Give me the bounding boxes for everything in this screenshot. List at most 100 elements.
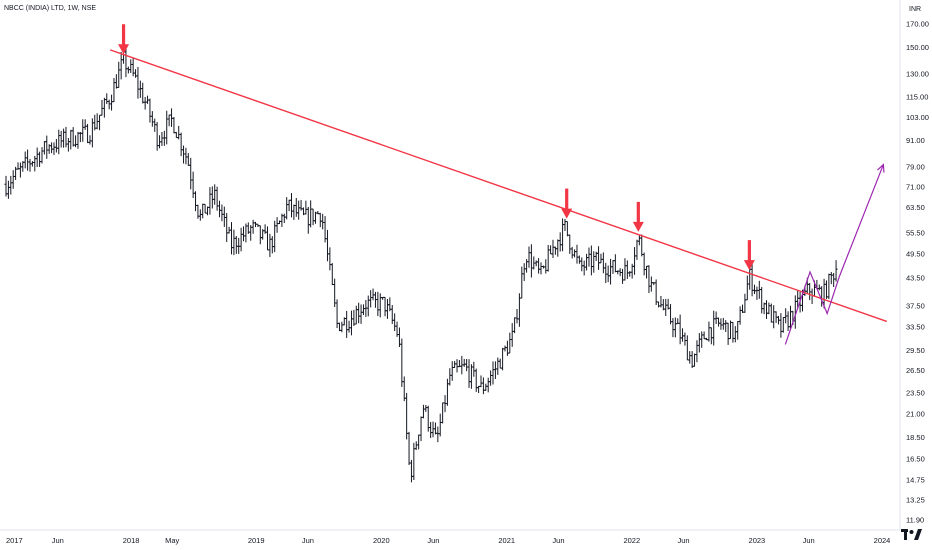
ohlc-bar	[546, 244, 550, 272]
ohlc-bar	[503, 345, 507, 352]
ohlc-bar	[357, 302, 361, 324]
ohlc-bar	[587, 247, 591, 267]
ohlc-bar	[568, 234, 572, 254]
ohlc-bar	[133, 69, 138, 78]
ohlc-bar	[513, 317, 517, 334]
ohlc-bar	[222, 206, 226, 227]
price-tick-label: 150.00	[906, 43, 929, 52]
ohlc-bar	[697, 333, 701, 353]
time-tick-label: Jun	[52, 536, 64, 545]
ohlc-bar	[37, 151, 42, 167]
price-tick-label: 13.25	[906, 495, 925, 504]
ohlc-bar	[328, 247, 332, 271]
time-tick-label: 2017	[6, 536, 23, 545]
ohlc-bar	[688, 351, 692, 364]
price-tick-label: 16.50	[906, 455, 925, 464]
ohlc-bar	[289, 193, 294, 218]
ohlc-bar	[81, 119, 85, 142]
price-tick-label: 91.00	[906, 136, 925, 145]
price-tick-label: 63.50	[906, 203, 925, 212]
ohlc-bar	[623, 258, 627, 281]
ohlc-bar	[637, 235, 641, 246]
ohlc-bar	[685, 335, 689, 361]
ohlc-bar	[493, 361, 498, 379]
ohlc-bar	[376, 291, 380, 317]
ohlc-bar	[30, 161, 34, 167]
ohlc-bar	[309, 200, 313, 228]
time-tick-label: May	[165, 536, 179, 545]
ohlc-bar	[42, 141, 46, 155]
ohlc-bar	[366, 295, 370, 317]
ohlc-bar	[429, 421, 433, 439]
ohlc-bar	[232, 229, 236, 256]
ohlc-bar	[318, 212, 322, 228]
ohlc-bar	[179, 132, 183, 157]
ohlc-bar	[644, 265, 649, 279]
ohlc-bar	[177, 125, 181, 140]
time-axis[interactable]: 2017 Jun 2018 May 2019 Jun 2020 Jun 2021 Jun 2022 J…	[6, 536, 890, 545]
ohlc-bar	[529, 244, 533, 278]
ohlc-bar	[647, 265, 651, 294]
ohlc-bar	[632, 247, 637, 275]
time-tick-label: 2022	[623, 536, 640, 545]
ohlc-bar	[347, 320, 351, 333]
ohlc-bar	[510, 323, 514, 347]
arrow-shaft	[747, 240, 751, 263]
ohlc-bar	[599, 253, 603, 264]
ohlc-bar	[85, 123, 90, 144]
ohlc-bar	[23, 151, 27, 169]
price-tick-label: 29.50	[906, 346, 925, 355]
ohlc-bar	[829, 271, 833, 285]
ohlc-bar	[155, 121, 159, 151]
tradingview-logo[interactable]	[901, 528, 923, 542]
ohlc-bar	[649, 276, 653, 292]
ohlc-bar	[285, 197, 289, 220]
ohlc-bar	[580, 257, 584, 272]
ohlc-bar	[683, 332, 687, 346]
ohlc-bar	[40, 147, 44, 164]
price-tick-label: 130.00	[906, 70, 929, 79]
ohlc-bar	[613, 254, 617, 273]
ohlc-bar	[169, 108, 174, 127]
ohlc-bar	[553, 246, 557, 255]
ohlc-bar	[522, 263, 526, 281]
arrow-head	[561, 208, 573, 219]
ohlc-bar	[508, 332, 512, 354]
ohlc-bar	[52, 142, 56, 155]
ohlc-bar	[726, 322, 730, 345]
price-tick-label: 18.50	[906, 433, 925, 442]
time-tick-label: 2024	[874, 536, 891, 545]
price-tick-label: 43.50	[906, 274, 925, 283]
ohlc-bar	[383, 296, 387, 317]
ohlc-bar	[405, 392, 409, 440]
ohlc-bar	[306, 206, 310, 234]
price-tick-label: 26.50	[906, 366, 925, 375]
ohlc-bar	[76, 131, 80, 149]
ohlc-bar	[201, 203, 205, 219]
price-axis[interactable]: 170.00 150.00 130.00 115.00 103.00 91.00 79.00…	[906, 20, 929, 525]
price-tick-label: 33.50	[906, 322, 925, 331]
ohlc-bar	[119, 51, 123, 80]
time-tick-label: Jun	[302, 536, 314, 545]
ohlc-bar	[572, 249, 577, 258]
drawing-overlays	[109, 24, 888, 345]
ohlc-bar	[680, 328, 685, 342]
ohlc-bar	[378, 293, 382, 318]
ohlc-bar	[114, 74, 118, 89]
ohlc-bar	[54, 138, 58, 153]
currency-label: INR	[909, 6, 922, 13]
ohlc-bar	[88, 135, 92, 145]
ohlc-bar	[656, 301, 661, 308]
ohlc-bar	[673, 317, 677, 338]
ohlc-bar	[570, 246, 574, 259]
ohlc-bar	[604, 262, 608, 284]
ohlc-bar	[772, 305, 776, 329]
ohlc-bar	[234, 236, 238, 254]
ohlc-bar	[153, 118, 157, 132]
ohlc-bar	[743, 293, 747, 313]
price-tick-label: 55.50	[906, 228, 925, 237]
ohlc-bar	[477, 385, 481, 394]
ohlc-bar	[421, 404, 426, 419]
ohlc-bar	[268, 233, 272, 258]
